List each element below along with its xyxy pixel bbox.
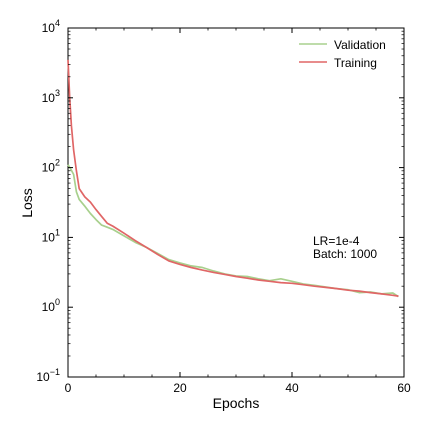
plot-area — [67, 27, 405, 378]
y-axis-label: Loss — [19, 188, 35, 218]
tick-layer: 0 20 40 60 10−1 100 101 102 103 104 — [36, 18, 411, 395]
x-tick-label: 40 — [285, 381, 299, 395]
x-tick-label: 20 — [173, 381, 187, 395]
y-tick-label: 103 — [42, 88, 60, 105]
annotation-batch: Batch: 1000 — [313, 247, 377, 261]
legend-label-validation: Validation — [334, 38, 386, 52]
y-tick-label: 101 — [42, 227, 60, 244]
x-tick-label: 60 — [397, 381, 411, 395]
x-axis-label: Epochs — [213, 395, 260, 411]
y-tick-label: 100 — [42, 297, 60, 314]
y-tick-label: 102 — [42, 158, 60, 175]
x-tick-label: 0 — [65, 381, 72, 395]
annotation: LR=1e-4 Batch: 1000 — [313, 234, 377, 261]
y-tick-label: 104 — [42, 18, 60, 35]
legend: Validation Training — [299, 38, 386, 70]
y-tick-label: 10−1 — [36, 367, 60, 384]
annotation-lr: LR=1e-4 — [313, 234, 360, 248]
legend-label-training: Training — [334, 56, 377, 70]
series-line-training — [67, 59, 399, 297]
series-layer — [67, 59, 399, 298]
